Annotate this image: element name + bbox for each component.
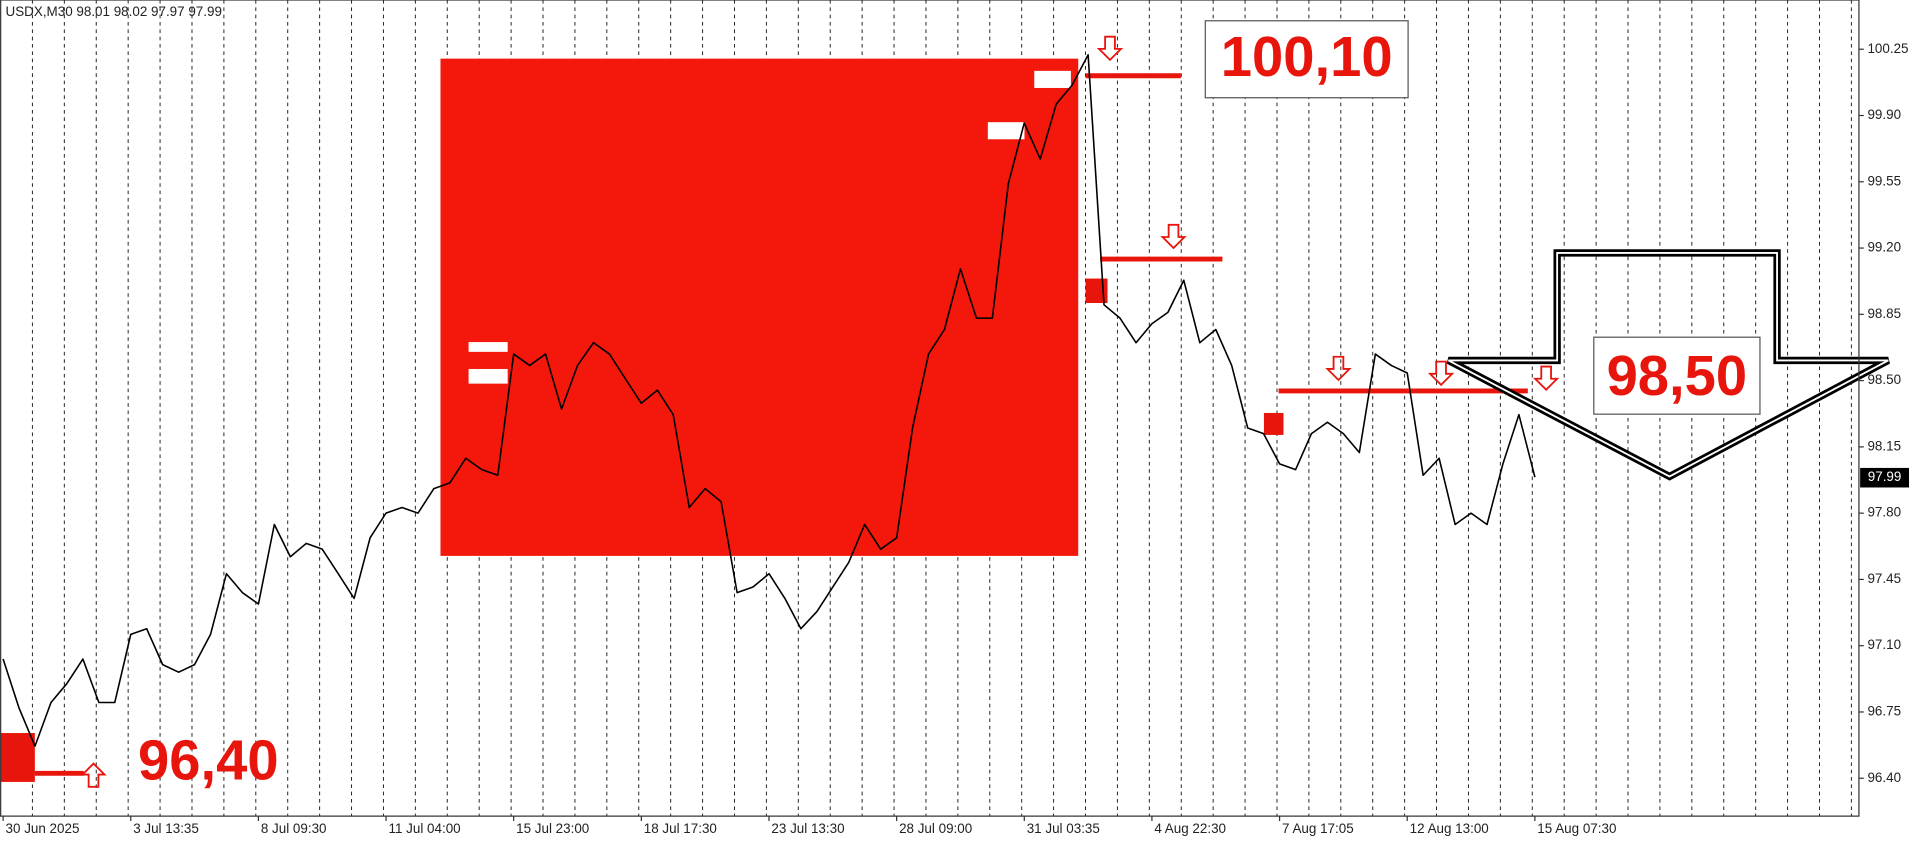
y-tick-label: 97.10 [1867, 637, 1901, 652]
marker-bar [987, 122, 1025, 140]
price-box [1860, 467, 1910, 488]
marker-bar [468, 368, 508, 384]
x-tick-label: 18 Jul 17:30 [644, 821, 717, 836]
x-tick-label: 11 Jul 04:00 [388, 821, 460, 836]
x-tick-label: 7 Aug 17:05 [1282, 821, 1354, 836]
last-price: 97.99 [1868, 469, 1902, 484]
marker-bar [468, 342, 508, 352]
y-tick-label: 99.55 [1867, 173, 1901, 188]
annotation: 98,50 [1607, 344, 1748, 407]
up-arrow [80, 762, 107, 788]
label-box [1593, 336, 1761, 415]
marker-bar [1034, 70, 1071, 88]
y-tick-label: 98.85 [1867, 306, 1901, 321]
down-arrow [1427, 360, 1455, 387]
y-tick-label: 96.40 [1867, 770, 1901, 785]
x-tick-label: 23 Jul 13:30 [771, 821, 844, 836]
y-tick-label: 99.90 [1867, 107, 1901, 122]
y-tick-label: 100.25 [1867, 41, 1908, 56]
x-tick-label: 15 Aug 07:30 [1537, 821, 1616, 836]
marker-block [0, 733, 35, 782]
x-tick-label: 4 Aug 22:30 [1154, 821, 1226, 836]
big-arrow-inner [1447, 251, 1889, 478]
x-tick-label: 31 Jul 03:35 [1027, 821, 1100, 836]
plot [2, 54, 1536, 747]
annotation: 96,40 [138, 729, 279, 792]
x-tick-label: 15 Jul 23:00 [516, 821, 589, 836]
y-tick-label: 96.75 [1867, 704, 1901, 719]
y-tick-label: 97.45 [1867, 571, 1901, 586]
label-box [1204, 20, 1409, 99]
x-tick-label: 3 Jul 13:35 [133, 821, 199, 836]
down-arrow [1532, 365, 1560, 392]
chart-header: USDX,M30 98.01 98.02 97.97 97.99 [6, 4, 222, 19]
x-tick-label: 28 Jul 09:00 [899, 821, 972, 836]
signal-arrows [80, 35, 1560, 788]
down-arrow [1160, 223, 1187, 250]
annotation: 100,10 [1221, 25, 1393, 88]
x-tick-label: 30 Jun 2025 [6, 821, 80, 836]
down-arrow [1096, 35, 1124, 62]
x-tick-label: 8 Jul 09:30 [261, 821, 327, 836]
down-arrow [1325, 355, 1352, 382]
plot-frame [0, 0, 1860, 817]
x-tick-label: 12 Aug 13:00 [1410, 821, 1489, 836]
y-tick-label: 99.20 [1867, 240, 1901, 255]
red-zone [440, 58, 1079, 556]
y-tick-label: 97.80 [1867, 505, 1901, 520]
price-line [2, 54, 1536, 747]
y-tick-label: 98.50 [1867, 372, 1901, 387]
marker-block [1263, 412, 1284, 435]
y-tick-label: 98.15 [1867, 438, 1901, 453]
